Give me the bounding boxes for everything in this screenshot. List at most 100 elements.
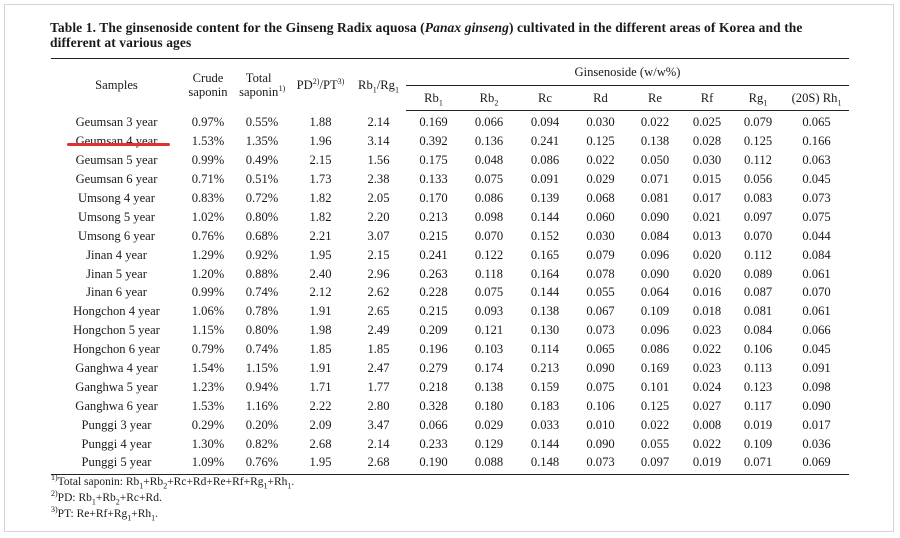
sample-name-cell: Umsong 5 year — [78, 209, 155, 224]
header-ginsenoside-col: Rg1 — [732, 85, 784, 111]
value-cell: 1.91 — [309, 304, 332, 319]
value-cell: 0.090 — [586, 361, 615, 376]
value-cell: 0.056 — [743, 172, 773, 187]
value-cell: 0.106 — [743, 342, 773, 357]
value-cell: 0.030 — [692, 153, 722, 168]
value-cell: 0.023 — [692, 361, 722, 376]
value-cell: 0.129 — [474, 436, 504, 451]
header-pd-pt: PD2)/PT3) — [290, 58, 351, 111]
value-cell: 1.35% — [245, 134, 279, 149]
value-cell: 1.15% — [245, 361, 279, 376]
value-cell: 0.079 — [743, 115, 773, 130]
value-cell: 0.097 — [743, 209, 773, 224]
image-frame — [4, 4, 894, 532]
value-cell: 0.075 — [802, 209, 831, 224]
value-cell: 0.175 — [419, 153, 448, 168]
value-cell: 2.15 — [367, 247, 390, 262]
value-cell: 0.048 — [474, 153, 504, 168]
value-cell: 0.069 — [784, 453, 849, 475]
value-cell: 0.263 — [419, 266, 448, 281]
ginsenoside-table: Samples Crude saponin Total saponin1) PD… — [51, 58, 849, 475]
value-cell: 0.133 — [419, 172, 448, 187]
table-row: Jinan 6 year 0.99% 0.74% 2.12 2.62 0.228 0.075… — [51, 283, 849, 302]
value-cell: 0.086 — [640, 342, 670, 357]
value-cell: 0.067 — [586, 304, 615, 319]
value-cell: 0.148 — [517, 453, 573, 475]
value-cell: 1.06% — [191, 304, 225, 319]
value-cell: 0.118 — [475, 266, 503, 281]
value-cell: 0.066 — [419, 417, 448, 432]
value-cell: 0.017 — [692, 191, 722, 205]
value-cell: 0.55% — [245, 115, 279, 130]
value-cell: 0.065 — [586, 342, 615, 357]
sample-name-cell: Jinan 6 year — [86, 285, 147, 300]
value-cell: 0.164 — [530, 266, 560, 281]
header-samples: Samples — [51, 58, 182, 111]
value-cell: 0.76% — [234, 453, 290, 475]
value-cell: 0.144 — [530, 436, 560, 451]
value-cell: 2.80 — [367, 398, 390, 413]
value-cell: 0.090 — [586, 436, 615, 451]
table-row: Jinan 4 year 1.29% 0.92% 1.95 2.15 0.241 0.122… — [51, 245, 849, 264]
value-cell: 0.073 — [802, 191, 831, 205]
value-cell: 2.20 — [367, 209, 390, 224]
value-cell: 0.045 — [802, 172, 831, 187]
value-cell: 0.098 — [474, 209, 504, 224]
table-row: Umsong 5 year 1.02% 0.80% 1.82 2.20 0.213 0.09… — [51, 207, 849, 226]
value-cell: 1.91 — [309, 361, 332, 376]
value-cell: 2.38 — [367, 172, 390, 187]
value-cell: 0.152 — [530, 228, 560, 243]
header-ginsenoside-col: (20S) Rh1 — [784, 85, 849, 111]
sample-name-cell: Punggi 4 year — [81, 436, 152, 451]
value-cell: 0.036 — [802, 436, 831, 451]
table-title-italic: Panax ginseng — [424, 20, 509, 35]
table-row: Geumsan 4 year 1.53% 1.35% 1.96 3.14 0.392 0.1… — [51, 132, 849, 151]
value-cell: 0.018 — [692, 304, 722, 319]
value-cell: 0.112 — [744, 247, 772, 262]
value-cell: 0.88% — [245, 266, 279, 281]
table-row: Ganghwa 5 year 1.23% 0.94% 1.71 1.77 0.218 0.1… — [51, 377, 849, 396]
value-cell: 0.065 — [802, 115, 831, 130]
value-cell: 0.022 — [640, 417, 670, 432]
value-cell: 0.070 — [802, 285, 831, 300]
value-cell: 2.68 — [309, 436, 332, 451]
header-crude-saponin: Crude saponin — [182, 58, 234, 111]
value-cell: 0.066 — [474, 115, 504, 130]
value-cell: 0.136 — [474, 134, 504, 149]
value-cell: 0.088 — [461, 453, 517, 475]
value-cell: 0.80% — [245, 209, 279, 224]
value-cell: 1.29% — [191, 247, 225, 262]
table-row: Umsong 4 year 0.83% 0.72% 1.82 2.05 0.170 0.08… — [51, 189, 849, 208]
value-cell: 0.089 — [743, 266, 773, 281]
table-row: Umsong 6 year 0.76% 0.68% 2.21 3.07 0.215 0.07… — [51, 226, 849, 245]
value-cell: 0.070 — [743, 228, 773, 243]
value-cell: 0.008 — [692, 417, 722, 432]
table-row: Hongchon 4 year 1.06% 0.78% 1.91 2.65 0.215 0.… — [51, 302, 849, 321]
value-cell: 0.010 — [586, 417, 615, 432]
header-ginsenoside-col: Rb2 — [461, 85, 517, 111]
value-cell: 0.017 — [802, 417, 831, 432]
value-cell: 0.106 — [586, 398, 615, 413]
table-row: Punggi 4 year 1.30% 0.82% 2.68 2.14 0.233 0.12… — [51, 434, 849, 453]
table-row: Hongchon 5 year 1.15% 0.80% 1.98 2.49 0.209 0.… — [51, 321, 849, 340]
value-cell: 0.392 — [419, 134, 448, 149]
value-cell: 0.086 — [530, 153, 560, 168]
value-cell: 0.061 — [802, 304, 831, 319]
value-cell: 0.101 — [640, 379, 670, 394]
sample-name-cell: Ganghwa 6 year — [75, 398, 158, 413]
value-cell: 0.109 — [743, 436, 773, 451]
value-cell: 0.078 — [586, 266, 615, 281]
value-cell: 0.125 — [743, 134, 773, 149]
value-cell: 0.060 — [586, 209, 615, 224]
table-row: Punggi 3 year 0.29% 0.20% 2.09 3.47 0.066 0.02… — [51, 415, 849, 434]
value-cell: 0.024 — [692, 379, 722, 394]
header-ginsenoside-col: Re — [628, 85, 682, 111]
value-cell: 1.53% — [191, 398, 225, 413]
value-cell: 0.016 — [692, 285, 722, 300]
value-cell: 0.180 — [474, 398, 504, 413]
value-cell: 0.183 — [530, 398, 560, 413]
value-cell: 2.96 — [367, 266, 390, 281]
value-cell: 0.213 — [419, 209, 448, 224]
value-cell: 0.075 — [586, 379, 615, 394]
value-cell: 0.084 — [802, 247, 831, 262]
